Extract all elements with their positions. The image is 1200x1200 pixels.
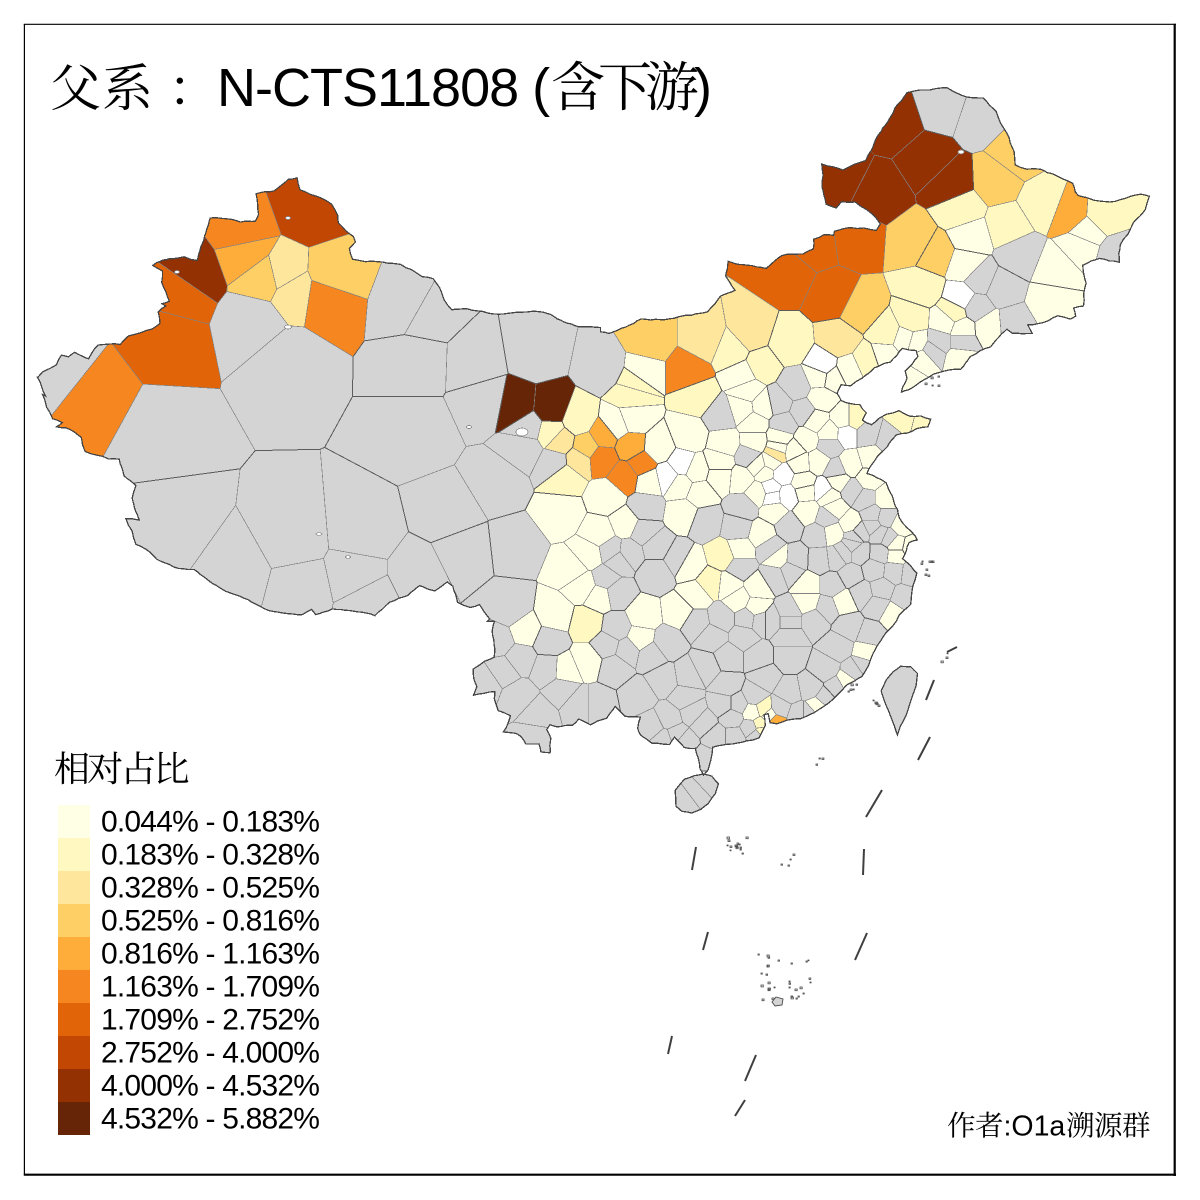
svg-text:4.000% - 4.532%: 4.000% - 4.532% [101, 1070, 319, 1103]
svg-text:N-CTS11808 (: N-CTS11808 ( [217, 58, 550, 118]
svg-text:0.183% - 0.328%: 0.183% - 0.328% [101, 839, 319, 872]
svg-text:1.709% - 2.752%: 1.709% - 2.752% [101, 1004, 319, 1037]
svg-text:0.816% - 1.163%: 0.816% - 1.163% [101, 938, 319, 971]
svg-text:0.044% - 0.183%: 0.044% - 0.183% [101, 806, 319, 839]
svg-text:2.752% - 4.000%: 2.752% - 4.000% [101, 1037, 319, 1070]
svg-text:): ) [694, 58, 712, 118]
svg-text:1.163% - 1.709%: 1.163% - 1.709% [101, 971, 319, 1004]
svg-text:0.525% - 0.816%: 0.525% - 0.816% [101, 905, 319, 938]
svg-text:0.328% - 0.525%: 0.328% - 0.525% [101, 872, 319, 905]
svg-text:4.532% - 5.882%: 4.532% - 5.882% [101, 1103, 319, 1136]
svg-text::O1a: :O1a [1004, 1111, 1066, 1143]
